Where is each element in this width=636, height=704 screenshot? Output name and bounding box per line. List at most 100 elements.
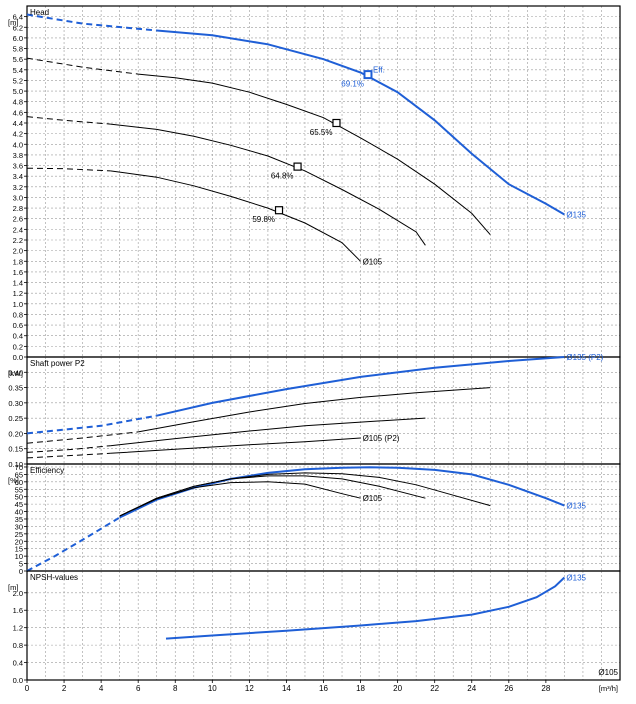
y-tick-label: 0 — [19, 567, 23, 576]
y-tick-label: 35 — [15, 515, 23, 524]
panel-3 — [24, 570, 621, 681]
y-tick-label: 0.6 — [13, 321, 23, 330]
x-tick-label: 12 — [245, 684, 254, 693]
y-tick-label: 6.4 — [13, 13, 23, 22]
panel-0 — [24, 5, 621, 358]
y-tick-label: 1.4 — [13, 279, 23, 288]
y-tick-label: 1.6 — [13, 268, 23, 277]
x-tick-label: 10 — [208, 684, 217, 693]
footer-impeller-label: Ø105 — [598, 668, 618, 677]
y-tick-label: 0.40 — [8, 368, 23, 377]
x-tick-label: 0 — [25, 684, 30, 693]
y-tick-label: 70 — [15, 463, 23, 472]
x-tick-label: 18 — [356, 684, 365, 693]
x-tick-label: 24 — [467, 684, 476, 693]
y-tick-label: 40 — [15, 508, 23, 517]
series-3-line — [110, 170, 361, 262]
y-tick-label: 2.8 — [13, 204, 23, 213]
series-0-line — [156, 29, 565, 216]
x-axis-unit: [m³/h] — [599, 684, 618, 693]
y-tick-label: 65 — [15, 470, 23, 479]
series-label: Ø105 — [363, 494, 383, 503]
series-1-dashed — [26, 57, 139, 75]
panel-title: Shaft power P2 — [30, 359, 85, 368]
y-tick-label: 2.0 — [13, 589, 23, 598]
series-3-dashed — [26, 452, 111, 459]
y-tick-label: 4.6 — [13, 108, 23, 117]
efficiency-marker-caption: Eff. — [373, 66, 385, 75]
y-tick-label: 1.0 — [13, 300, 23, 309]
x-tick-label: 22 — [430, 684, 439, 693]
y-tick-label: 4.4 — [13, 119, 23, 128]
x-tick-label: 28 — [541, 684, 550, 693]
y-tick-label: 3.6 — [13, 162, 23, 171]
y-tick-label: 4.8 — [13, 98, 23, 107]
y-tick-label: 60 — [15, 478, 23, 487]
series-2-line — [110, 123, 426, 246]
x-tick-label: 4 — [99, 684, 104, 693]
y-tick-label: 55 — [15, 485, 23, 494]
y-tick-label: 6.0 — [13, 34, 23, 43]
series-3-line — [119, 481, 361, 517]
efficiency-label: 65.5% — [310, 128, 333, 137]
y-tick-label: 1.2 — [13, 624, 23, 633]
x-tick-label: 8 — [173, 684, 178, 693]
series-label: Ø135 — [566, 502, 586, 511]
efficiency-label: 59.8% — [252, 215, 275, 224]
series-2-line — [119, 475, 426, 517]
y-tick-label: 1.8 — [13, 257, 23, 266]
y-axis-unit: [m] — [8, 583, 18, 592]
panel-title: Head — [30, 8, 49, 17]
y-tick-label: 0.0 — [13, 353, 23, 362]
series-1-line — [138, 73, 491, 236]
series-0-dashed — [26, 414, 157, 435]
efficiency-label: 64.8% — [271, 172, 294, 181]
efficiency-label: 69.1% — [341, 80, 364, 89]
y-tick-label: 0.30 — [8, 399, 23, 408]
y-tick-label: 2.4 — [13, 225, 23, 234]
series-0-line — [119, 466, 565, 519]
y-tick-label: 0.15 — [8, 445, 23, 454]
efficiency-marker — [363, 70, 373, 80]
y-tick-label: 0.35 — [8, 384, 23, 393]
y-tick-label: 2.0 — [13, 247, 23, 256]
y-axis-unit: [%] — [8, 476, 19, 485]
y-tick-label: 10 — [15, 552, 23, 561]
efficiency-marker — [293, 162, 302, 171]
y-tick-label: 0.25 — [8, 414, 23, 423]
y-tick-label: 2.2 — [13, 236, 23, 245]
y-tick-label: 0.2 — [13, 342, 23, 351]
y-tick-label: 0.4 — [13, 332, 23, 341]
y-tick-label: 25 — [15, 530, 23, 539]
series-2-dashed — [26, 445, 111, 453]
x-tick-label: 26 — [504, 684, 513, 693]
y-tick-label: 3.0 — [13, 193, 23, 202]
x-tick-label: 14 — [282, 684, 291, 693]
panel-1 — [24, 356, 621, 465]
y-tick-label: 5 — [19, 560, 23, 569]
x-tick-label: 2 — [62, 684, 67, 693]
y-tick-label: 20 — [15, 537, 23, 546]
series-0-dashed — [26, 516, 121, 572]
y-tick-label: 15 — [15, 545, 23, 554]
series-3-line — [110, 437, 361, 454]
y-axis-unit: [m] — [8, 18, 18, 27]
series-label: Ø135 — [566, 210, 586, 219]
y-tick-label: 5.4 — [13, 66, 23, 75]
series-3-dashed — [26, 167, 111, 172]
y-tick-label: 5.8 — [13, 45, 23, 54]
y-tick-label: 4.0 — [13, 140, 23, 149]
y-tick-label: 0.8 — [13, 641, 23, 650]
y-tick-label: 4.2 — [13, 130, 23, 139]
y-tick-label: 5.0 — [13, 87, 23, 96]
y-tick-label: 5.2 — [13, 76, 23, 85]
y-tick-label: 0.0 — [13, 676, 23, 685]
x-tick-label: 16 — [319, 684, 328, 693]
y-tick-label: 50 — [15, 493, 23, 502]
y-tick-label: 0.8 — [13, 310, 23, 319]
series-0-line — [165, 576, 566, 640]
y-tick-label: 5.6 — [13, 55, 23, 64]
series-label: Ø135 (P2) — [566, 353, 603, 362]
series-0-line — [156, 356, 565, 417]
